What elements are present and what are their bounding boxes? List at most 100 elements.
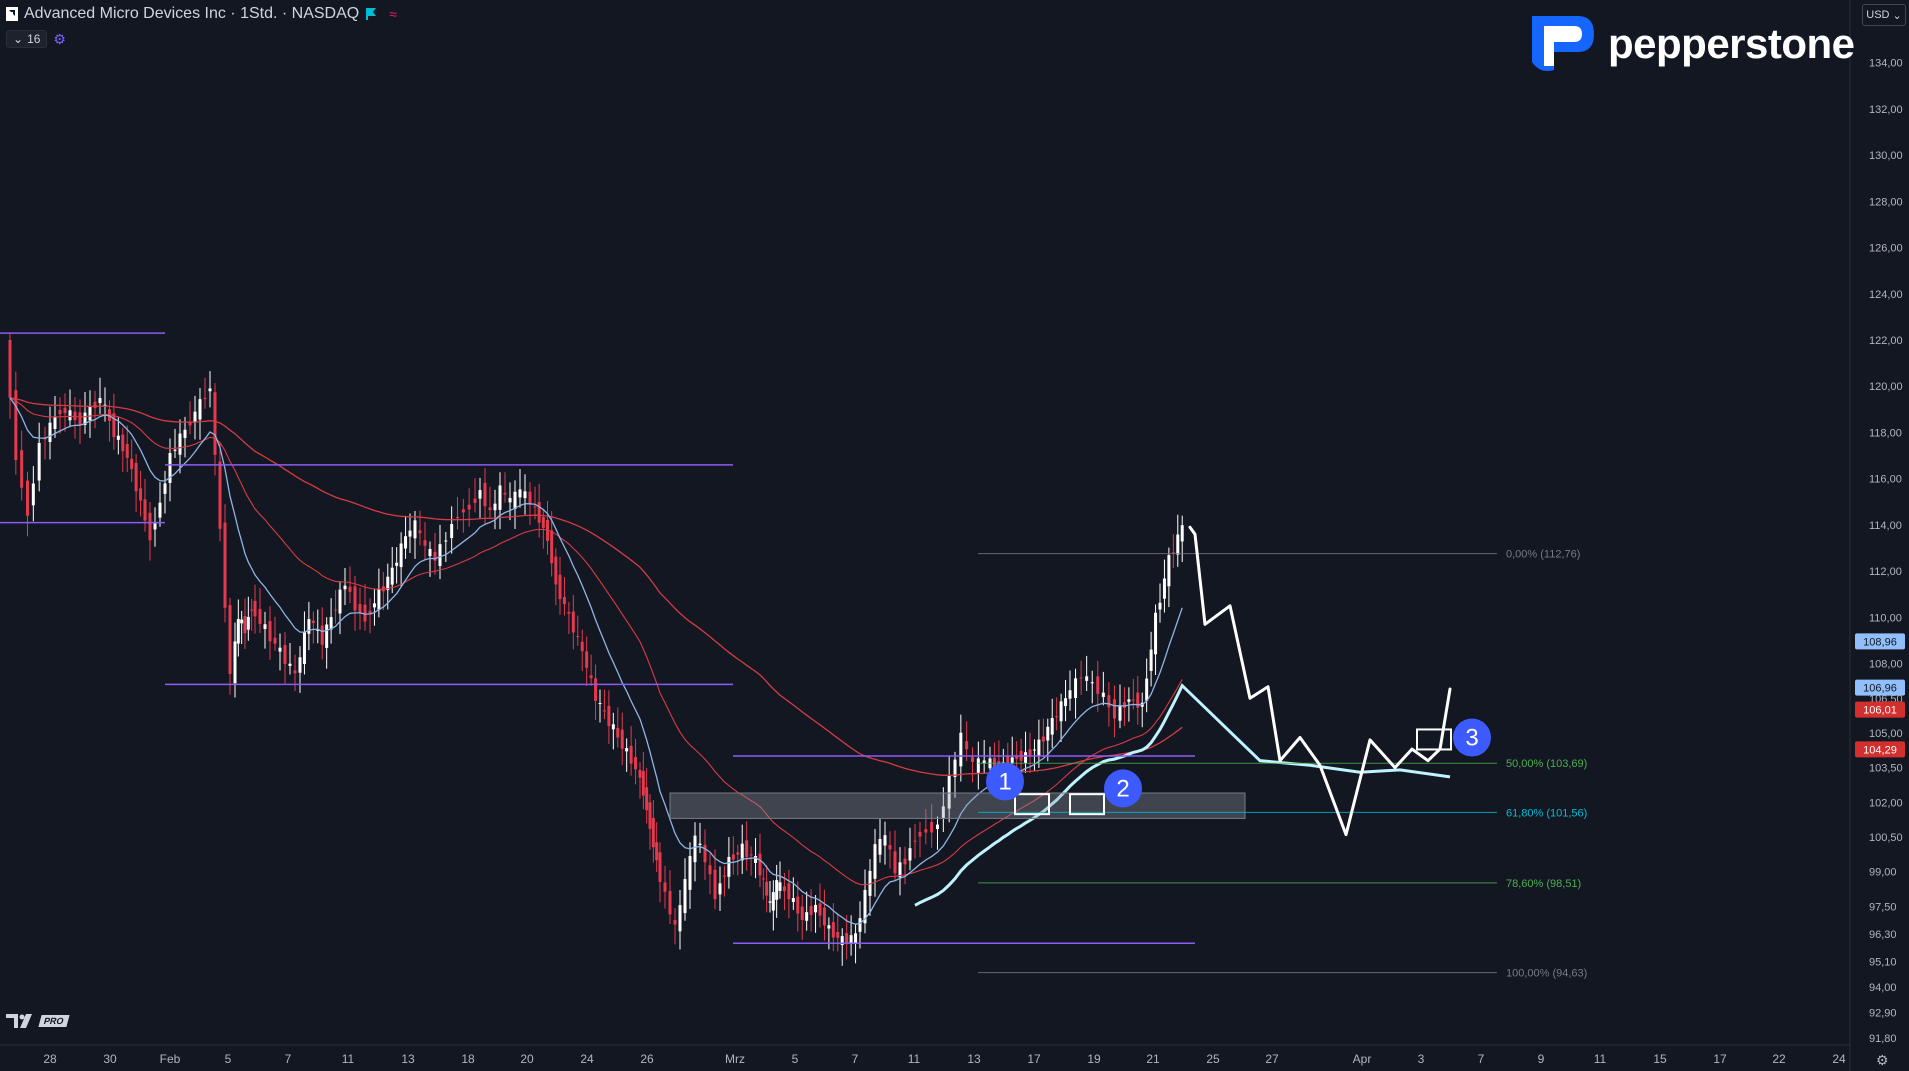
candle-body: [130, 458, 134, 470]
y-tick-label: 114,00: [1869, 520, 1902, 532]
candle-body: [93, 401, 97, 409]
candle-body: [668, 890, 672, 915]
settings-gear-icon[interactable]: ⚙: [1876, 1052, 1889, 1068]
candle-body: [625, 748, 629, 752]
candle-body: [503, 492, 507, 495]
entry-box: [1416, 728, 1452, 751]
candle-body: [1059, 701, 1063, 722]
price-label-tag: [1855, 679, 1905, 696]
candle-body: [283, 645, 287, 664]
candle-body: [1024, 752, 1028, 764]
candle-body: [423, 540, 427, 546]
candle-body: [1079, 677, 1083, 679]
candle-body: [1037, 739, 1041, 757]
indicator-toggle[interactable]: ⌄ 16 ⚙: [6, 30, 66, 48]
candle-body: [1167, 555, 1171, 587]
x-tick-label: 5: [225, 1052, 232, 1066]
candle-body: [883, 835, 887, 846]
x-tick-label: 21: [1146, 1052, 1160, 1066]
candle-body: [1158, 602, 1162, 610]
candle-body: [1064, 698, 1068, 707]
loading-icon: ⚙: [53, 30, 66, 47]
candle-body: [908, 848, 912, 861]
y-tick-label: 103,50: [1869, 763, 1903, 775]
candle-body: [302, 631, 306, 664]
candle-body: [893, 851, 897, 874]
candle-body: [898, 862, 902, 878]
candle-body: [208, 388, 212, 392]
candle-body: [438, 544, 442, 567]
price-label-tag: [1855, 633, 1905, 650]
candle-body: [228, 605, 232, 674]
candle-body: [395, 562, 399, 566]
y-tick-label: 92,90: [1869, 1008, 1897, 1020]
x-tick-label: 9: [1538, 1052, 1545, 1066]
chevron-down-icon: ⌄: [1892, 9, 1902, 22]
candle-body: [562, 597, 566, 605]
ema-fast-line: [9, 397, 1183, 925]
candle-body: [930, 822, 934, 833]
ema-slow-line: [9, 397, 1183, 776]
candle-body: [258, 608, 262, 624]
candle-body: [818, 903, 822, 916]
candle-body: [1096, 676, 1100, 694]
candle-body: [493, 503, 497, 511]
y-tick-label: 110,00: [1869, 612, 1902, 624]
candle-body: [390, 567, 394, 585]
candle-body: [329, 616, 333, 630]
candle-body: [598, 702, 602, 704]
candle-body: [854, 933, 858, 943]
candle-body: [567, 612, 571, 614]
candle-body: [399, 543, 403, 568]
candle-body: [153, 523, 157, 530]
x-tick-label: 24: [1832, 1052, 1846, 1066]
candle-body: [1154, 612, 1158, 655]
candle-body: [976, 758, 980, 773]
candle-body: [253, 600, 257, 617]
candle-body: [240, 619, 244, 624]
y-tick-label: 91,80: [1869, 1033, 1897, 1045]
candle-body: [796, 896, 800, 914]
candle-body: [787, 883, 791, 900]
x-tick-label: 17: [1027, 1052, 1041, 1066]
candle-body: [611, 724, 615, 730]
candle-body: [607, 705, 611, 727]
candle-body: [924, 829, 928, 833]
candle-body: [428, 548, 432, 557]
chart-title[interactable]: Advanced Micro Devices Inc · 1Std. · NAS…: [24, 5, 360, 22]
flag-icon[interactable]: [365, 8, 377, 20]
price-label-tag: [1855, 701, 1905, 718]
candle-body: [311, 620, 315, 624]
x-tick-label: Feb: [160, 1052, 181, 1066]
currency-selector[interactable]: USD ⌄: [1862, 4, 1906, 26]
candle-body: [673, 920, 677, 925]
candle-body: [693, 835, 697, 863]
candle-body: [634, 757, 638, 770]
candle-body: [125, 444, 129, 458]
tradingview-logo[interactable]: PRO: [6, 1014, 70, 1028]
candle-body: [58, 409, 62, 415]
candle-body: [413, 520, 417, 539]
candle-body: [602, 710, 606, 712]
candle-body: [683, 879, 687, 914]
y-tick-label: 105,00: [1869, 728, 1903, 740]
step-badge: [1104, 769, 1142, 808]
candle-body: [629, 745, 633, 764]
candle-body: [576, 636, 580, 638]
candle-body: [246, 616, 250, 630]
candle-body: [31, 483, 35, 506]
candle-body: [148, 512, 152, 541]
x-tick-label: 7: [285, 1052, 292, 1066]
y-tick-label: 132,00: [1869, 104, 1903, 116]
candle-body: [655, 842, 659, 861]
candle-body: [845, 933, 849, 945]
candle-body: [88, 406, 92, 421]
wave-icon[interactable]: ≈: [389, 6, 397, 22]
candle-body: [528, 491, 532, 505]
candle-body: [982, 760, 986, 764]
candle-body: [805, 912, 809, 921]
indicator-counter[interactable]: ⌄ 16: [6, 30, 48, 48]
step-badge-label: 1: [998, 768, 1011, 795]
candle-body: [814, 904, 818, 913]
